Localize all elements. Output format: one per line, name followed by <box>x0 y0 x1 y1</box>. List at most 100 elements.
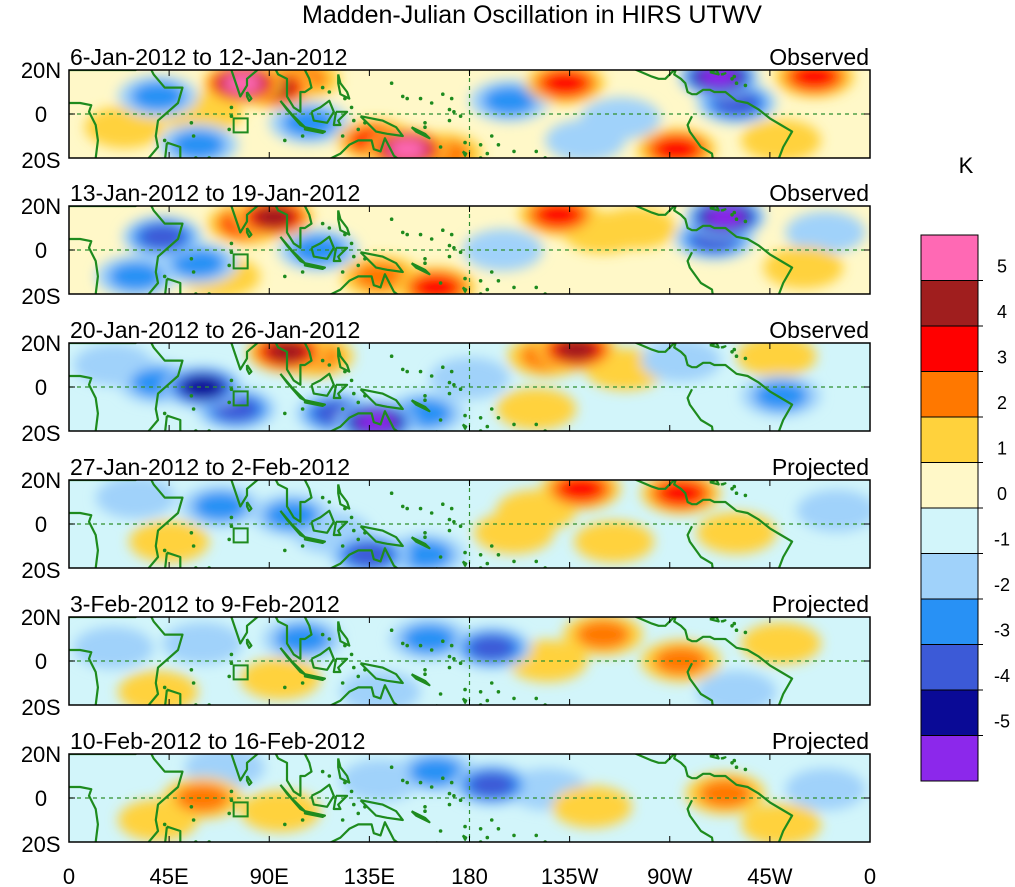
colorbar-bin <box>920 735 979 782</box>
colorbar-bin <box>920 325 979 372</box>
island-dot <box>418 232 423 237</box>
anomaly-contour <box>696 511 777 554</box>
island-dot <box>356 811 361 816</box>
island-dot <box>441 92 445 96</box>
island-dot <box>229 798 234 802</box>
x-tick-label: 90W <box>647 864 692 887</box>
island-dot <box>229 652 234 657</box>
island-dot <box>458 661 463 665</box>
island-dot <box>418 369 423 374</box>
island-dot <box>743 356 748 361</box>
index-box-marker <box>232 253 249 270</box>
island-dot <box>389 81 394 85</box>
x-tick-label: 45W <box>747 864 792 887</box>
island-dot <box>423 672 427 676</box>
island-dot <box>463 140 467 145</box>
island-dot <box>429 237 434 241</box>
island-dot <box>423 394 427 398</box>
island-dot <box>400 367 405 372</box>
island-dot <box>418 643 423 648</box>
island-dot <box>743 630 748 635</box>
anomaly-contour <box>741 622 821 665</box>
island-dot <box>327 226 332 230</box>
island-dot <box>191 134 196 138</box>
colorbar-tick-label: -3 <box>994 621 1010 641</box>
y-tick-label: 20S <box>21 148 60 173</box>
island-dot <box>340 818 345 822</box>
island-dot <box>452 246 456 250</box>
island-dot <box>300 544 305 548</box>
anomaly-contour <box>555 343 597 361</box>
colorbar-tick-label: -1 <box>994 530 1010 550</box>
y-tick-label: 20N <box>21 605 61 630</box>
panel-period-label: 13-Jan-2012 to 19-Jan-2012 <box>70 180 360 206</box>
panel-period-label: 20-Jan-2012 to 26-Jan-2012 <box>70 317 360 343</box>
island-dot <box>352 665 356 670</box>
island-dot <box>489 681 494 685</box>
anomaly-contour <box>741 119 821 158</box>
island-dot <box>400 641 405 646</box>
map-panel-2: 13-Jan-2012 to 19-Jan-2012 Observed 20N 0 20… <box>21 180 871 309</box>
island-dot <box>227 400 231 405</box>
coastline <box>69 70 794 158</box>
anomaly-contour <box>763 246 844 289</box>
island-dot <box>389 765 394 769</box>
island-dot <box>229 114 234 118</box>
anomaly-contour <box>640 343 721 382</box>
y-tick-label: 0 <box>35 786 47 811</box>
island-dot <box>489 407 494 411</box>
island-dot <box>343 643 347 648</box>
colorbar-tick-label: 0 <box>997 484 1007 504</box>
anomaly-contour <box>118 670 198 705</box>
colorbar: K 5 4 3 2 1 0 -1 -2 -3 -4 -5 <box>920 153 1010 782</box>
colorbar-unit: K <box>959 153 974 178</box>
island-dot <box>191 818 196 822</box>
island-dot <box>489 134 494 138</box>
coastline <box>69 343 794 431</box>
island-dot <box>449 643 454 648</box>
anomaly-contour <box>791 70 838 89</box>
island-dot <box>423 125 427 129</box>
anomaly-contour <box>171 130 226 158</box>
anomaly-contour <box>596 207 677 249</box>
island-dot <box>189 805 194 809</box>
island-dot <box>283 274 287 279</box>
y-tick-label: 20N <box>21 331 61 356</box>
island-dot <box>283 411 287 416</box>
island-dot <box>478 416 483 420</box>
island-dot <box>743 83 748 88</box>
anomaly-contour <box>469 772 515 798</box>
anomaly-contour <box>253 206 295 229</box>
island-dot <box>496 827 501 831</box>
island-dot <box>162 548 167 553</box>
anomaly-contour <box>84 106 165 149</box>
y-tick-label: 20N <box>21 58 61 83</box>
island-dot <box>447 802 452 807</box>
colorbar-bin <box>920 598 979 645</box>
island-dot <box>162 411 167 416</box>
anomaly-contour <box>741 803 821 842</box>
island-dot <box>405 96 410 101</box>
colorbar-bin <box>920 234 979 281</box>
island-dot <box>423 531 427 535</box>
island-dot <box>327 637 332 641</box>
island-dot <box>485 561 490 566</box>
island-dot <box>327 363 332 367</box>
anomaly-contour <box>388 138 427 158</box>
x-tick-label: 0 <box>864 864 876 887</box>
island-dot <box>458 798 463 802</box>
island-dot <box>732 347 737 352</box>
colorbar-tick-label: 5 <box>997 257 1007 277</box>
island-dot <box>189 257 194 261</box>
island-dot <box>730 624 734 628</box>
anomaly-contour <box>131 81 185 111</box>
island-dot <box>349 789 354 794</box>
island-dot <box>405 643 410 648</box>
y-tick-label: 20N <box>21 468 61 493</box>
panel-stack: 6-Jan-2012 to 12-Jan-2012 Observed 20N 0 20S… <box>21 44 871 857</box>
panel-period-label: 10-Feb-2012 to 16-Feb-2012 <box>70 728 365 754</box>
island-dot <box>283 138 287 143</box>
island-dot <box>389 217 394 221</box>
y-tick-label: 0 <box>35 375 47 400</box>
x-axis: 0 45E 90E 135E 180 135W 90W 45W 0 <box>63 864 876 887</box>
